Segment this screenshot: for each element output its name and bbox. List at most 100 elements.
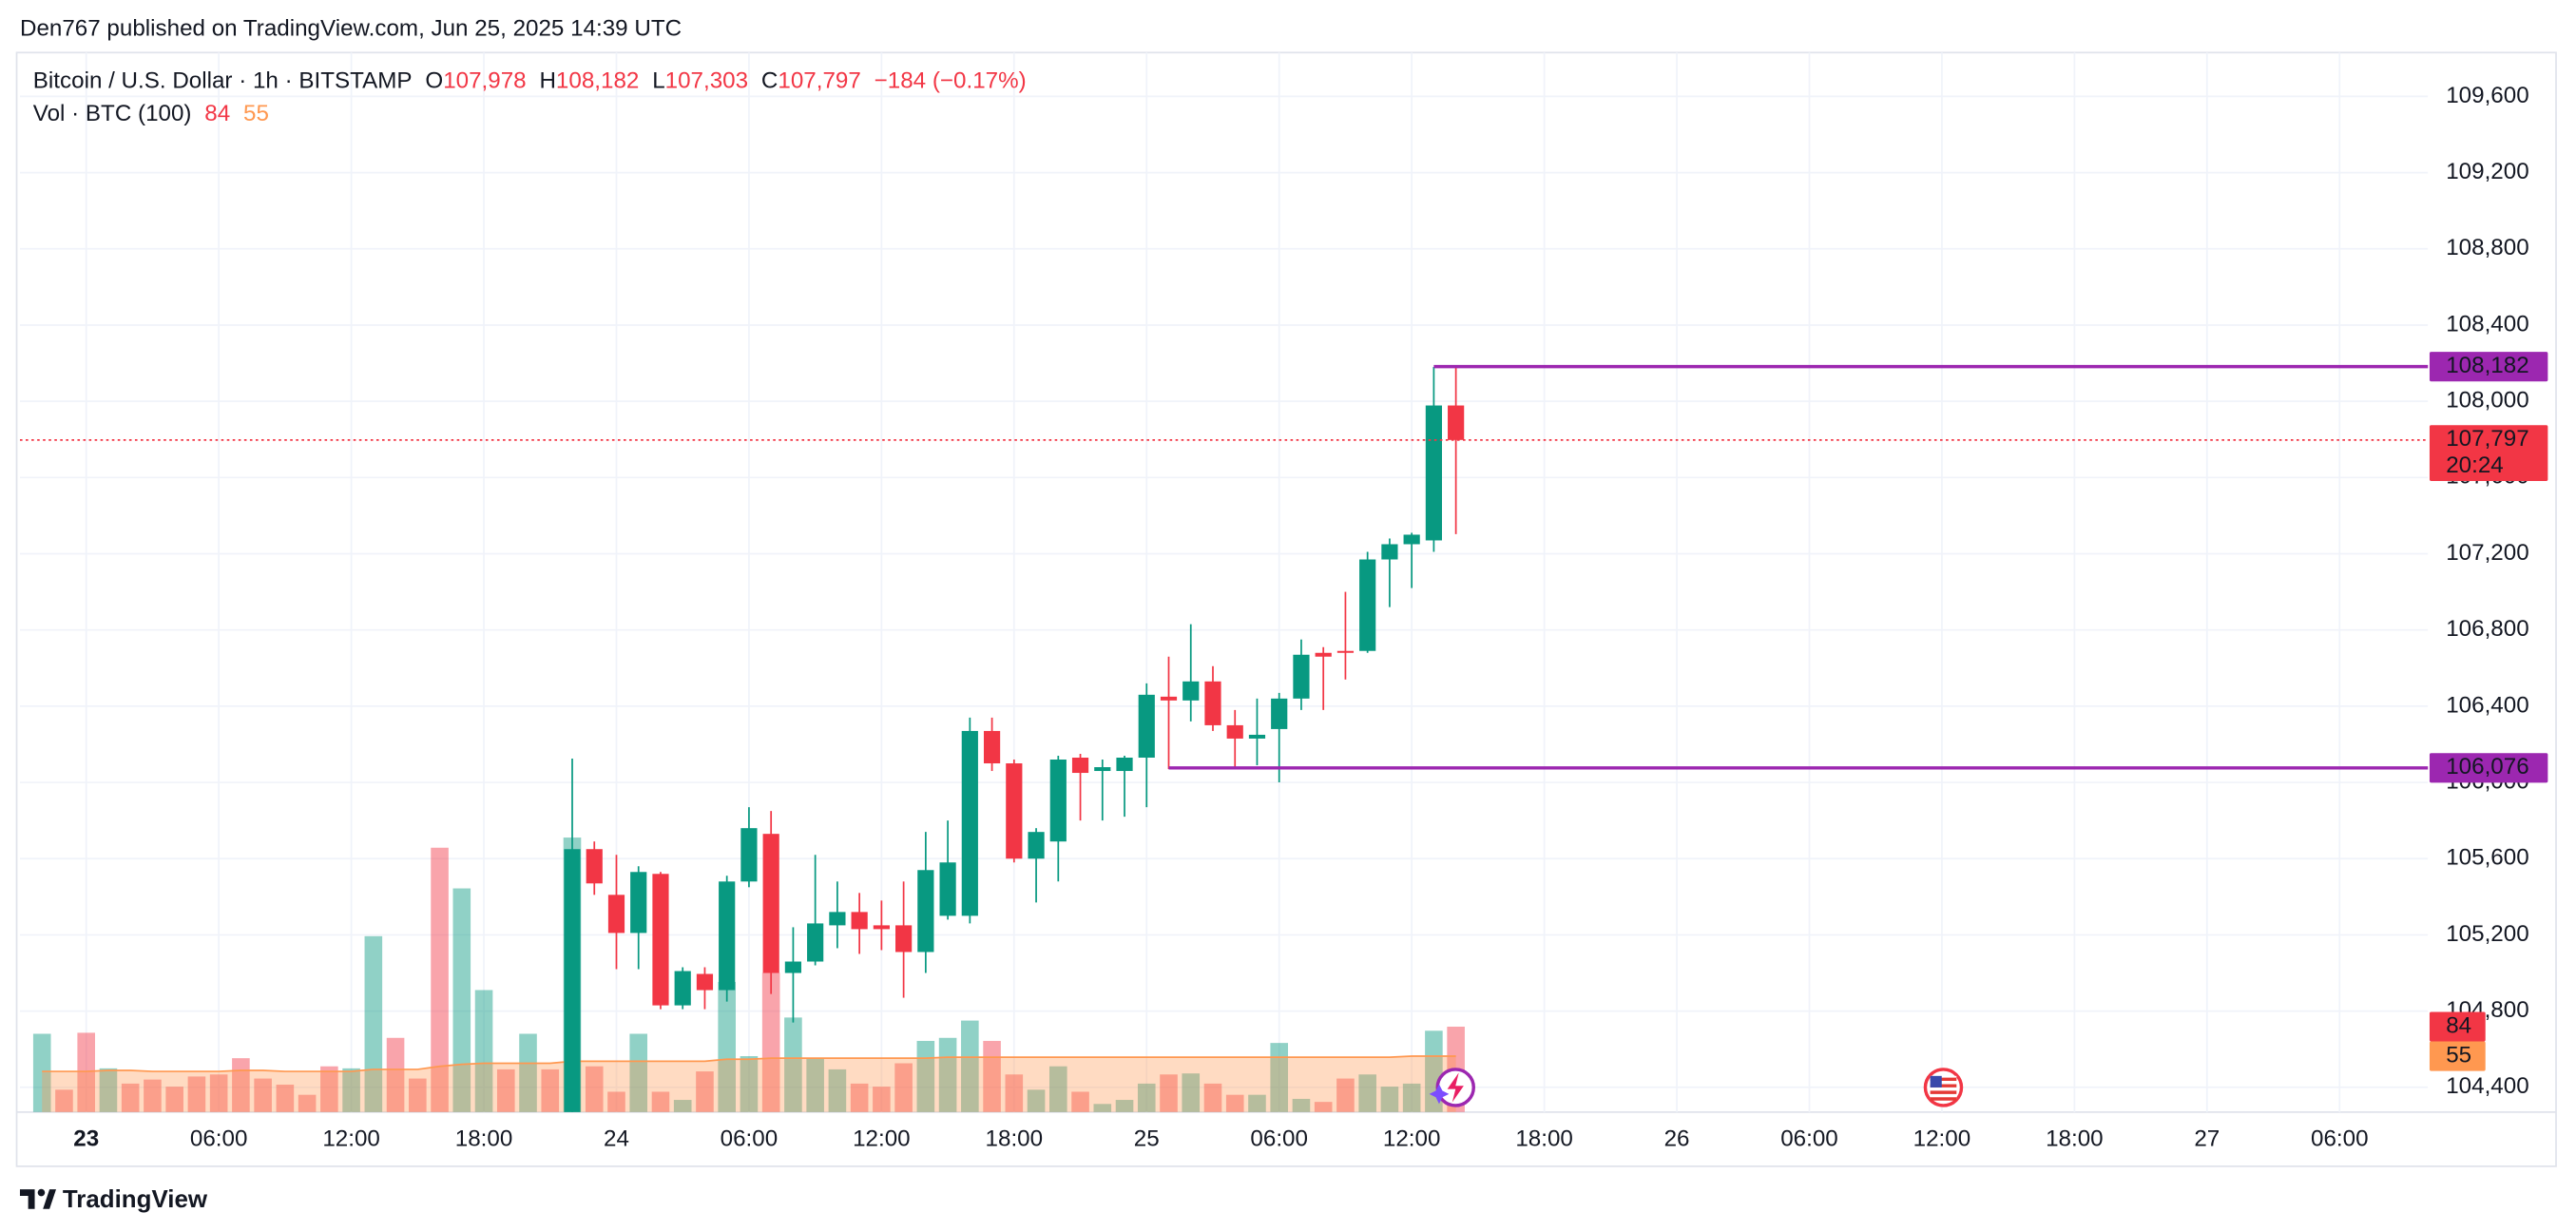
volume-bar — [894, 1063, 913, 1112]
candle-body — [1359, 559, 1376, 651]
volume-tag — [2429, 1011, 2486, 1042]
legend-key: O — [425, 68, 443, 94]
x-tick-label: 12:00 — [322, 1126, 380, 1152]
volume-legend: Vol · BTC (100) 84 55 — [33, 101, 269, 126]
volume-legend-name: Vol · BTC (100) — [33, 101, 192, 126]
candle-body — [1094, 767, 1111, 772]
volume-bar — [121, 1083, 140, 1112]
y-tick-label: 109,600 — [2446, 83, 2528, 108]
chart-frame — [15, 51, 2557, 1167]
candle-body — [1448, 405, 1465, 440]
volume-bar — [1358, 1074, 1376, 1112]
candle-body — [829, 912, 846, 926]
legend-value: 108,182 — [556, 68, 639, 94]
volume-bar — [409, 1078, 427, 1112]
ai-icon[interactable] — [1429, 1068, 1475, 1107]
volume-bar — [1027, 1089, 1046, 1112]
volume-bar — [961, 1020, 979, 1112]
volume-bar — [519, 1033, 537, 1112]
candle-body — [1006, 763, 1023, 859]
candle-body — [807, 923, 824, 962]
volume-bar — [32, 1033, 51, 1112]
volume-legend-value: 84 — [204, 101, 230, 126]
candle-body — [939, 862, 956, 916]
legend-key: L — [652, 68, 664, 94]
volume-bar — [209, 1074, 228, 1112]
candle-body — [1293, 654, 1310, 699]
candle-body — [630, 872, 647, 934]
volume-bar — [761, 972, 780, 1112]
y-tick-label: 107,200 — [2446, 540, 2528, 566]
volume-bar — [1270, 1043, 1289, 1112]
volume-bar — [651, 1091, 670, 1112]
volume-bar — [1336, 1078, 1355, 1112]
volume-bar — [1137, 1083, 1156, 1112]
x-tick-label: 06:00 — [721, 1126, 779, 1152]
volume-bar — [850, 1083, 869, 1112]
y-tick-label: 109,200 — [2446, 159, 2528, 184]
x-tick-label: 25 — [1134, 1126, 1160, 1152]
x-tick-label: 24 — [604, 1126, 629, 1152]
candle-body — [1403, 534, 1420, 545]
volume-bar — [873, 1087, 891, 1112]
y-tick-label: 108,400 — [2446, 311, 2528, 337]
legend-value: 107,797 — [778, 68, 860, 94]
volume-bar — [1093, 1104, 1112, 1112]
legend: Bitcoin / U.S. Dollar · 1h · BITSTAMP O 10… — [33, 68, 1027, 94]
candle-body — [696, 973, 714, 991]
candle-body — [1160, 696, 1178, 701]
y-tick-label: 106,800 — [2446, 616, 2528, 642]
volume-bar — [1380, 1087, 1399, 1112]
volume-bar — [342, 1068, 360, 1112]
volume-bar — [496, 1068, 515, 1112]
volume-ma-tag-label: 55 — [2446, 1042, 2471, 1068]
x-tick-label: 27 — [2194, 1126, 2220, 1152]
candle-body — [1116, 757, 1133, 772]
volume-bar — [474, 990, 493, 1112]
volume-tag-label: 84 — [2446, 1012, 2471, 1038]
candle-body — [1049, 760, 1067, 842]
volume-bar — [673, 1100, 692, 1112]
legend-value: 107,303 — [665, 68, 748, 94]
volume-bar — [585, 1066, 604, 1112]
volume-bar — [1005, 1074, 1024, 1112]
volume-ma-line — [42, 1055, 1456, 1072]
volume-bar — [541, 1068, 560, 1112]
volume-bar — [1203, 1083, 1222, 1112]
volume-bar — [452, 888, 471, 1112]
last-price-label: 107,797 — [2446, 426, 2528, 452]
volume-bar — [276, 1084, 295, 1112]
volume-bar — [1160, 1074, 1178, 1112]
x-tick-label: 18:00 — [986, 1126, 1044, 1152]
volume-bar — [431, 847, 449, 1112]
candle-body — [1336, 650, 1355, 653]
legend-key: C — [761, 68, 778, 94]
x-tick-label: 06:00 — [2311, 1126, 2369, 1152]
candle-body — [917, 870, 934, 953]
x-tick-label: 18:00 — [1515, 1126, 1573, 1152]
candle-body — [607, 895, 625, 934]
volume-bar — [165, 1087, 183, 1112]
candle-body — [784, 961, 802, 973]
volume-bar — [784, 1017, 802, 1112]
candle-body — [1381, 544, 1398, 560]
y-tick-label: 108,800 — [2446, 235, 2528, 260]
x-tick-label: 06:00 — [1250, 1126, 1308, 1152]
x-tick-label: 12:00 — [853, 1126, 911, 1152]
legend-change: −184 (−0.17%) — [875, 68, 1027, 94]
overlay: 23 06:00 12:00 18:00 24 06:00 12:00 18:00 25 06:0… — [73, 83, 2548, 1152]
level-label: 108,182 — [2446, 353, 2528, 378]
volume-bar — [828, 1068, 847, 1112]
legend-symbol: Bitcoin / U.S. Dollar · 1h · BITSTAMP — [33, 68, 413, 94]
candle-body — [961, 730, 978, 916]
x-tick-label: 18:00 — [2046, 1126, 2104, 1152]
candle-body — [719, 881, 736, 991]
candle-body — [564, 849, 581, 1112]
volume-bar — [298, 1094, 317, 1112]
us-flag-event[interactable] — [1923, 1068, 1964, 1107]
volume-bar — [607, 1091, 625, 1112]
x-tick-label: 23 — [73, 1126, 99, 1152]
candle-body — [674, 971, 691, 1006]
